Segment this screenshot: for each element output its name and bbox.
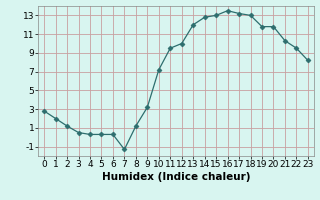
X-axis label: Humidex (Indice chaleur): Humidex (Indice chaleur) [102, 172, 250, 182]
